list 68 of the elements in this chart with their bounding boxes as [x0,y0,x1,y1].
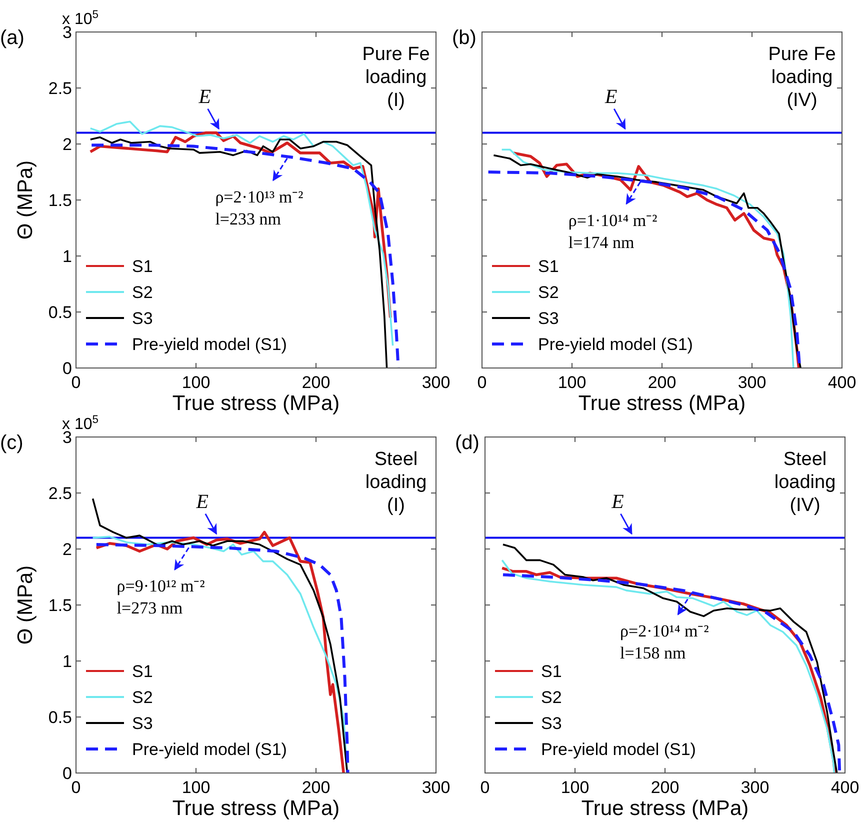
y-tick-label: 3 [62,22,72,42]
legend-label: Pre-yield model (S1) [132,740,287,759]
x-tick-label: 300 [740,778,770,797]
legend-label: S3 [541,714,562,733]
x-tick-label: 400 [828,373,856,392]
legend-label: Pre-yield model (S1) [541,740,696,759]
legend-label: S3 [132,308,153,328]
y-tick-label: 1.5 [48,596,72,615]
x-axis-title: True stress (MPa) [172,797,340,820]
x-tick-label: 100 [182,778,210,797]
x-tick-label: 200 [302,778,330,797]
y-axis-title: Θ (MPa) [14,565,37,645]
text: Pure Fe loading (IV) [768,44,836,111]
legend-label: S1 [541,662,562,681]
x-axis-title: True stress (MPa) [172,392,340,415]
y-tick-label: 0 [62,358,72,378]
y-tick-label: 2 [62,134,72,154]
chart-title: (c) [0,432,24,454]
legend-label: S3 [538,308,559,328]
y-tick-label: 0 [62,764,72,783]
x-tick-label: 100 [182,373,210,392]
x-tick-label: 100 [560,778,590,797]
x-tick-label: 0 [477,373,487,392]
annotation: ρ=9·10¹² m⁻² l=273 nm [116,576,205,618]
text: Pure Fe loading (I) [362,44,430,111]
x-tick-label: 300 [738,373,766,392]
annotation: E [610,490,624,513]
x-tick-label: 0 [480,778,490,797]
chart-title: (b) [452,27,476,49]
legend-label: S2 [541,688,562,707]
y-tick-label: 0.5 [48,302,72,322]
legend-label: Pre-yield model (S1) [132,334,287,354]
y-tick-label: 0.5 [48,708,72,727]
y-tick-label: 1.5 [48,190,72,210]
annotation: ρ=2·10¹³ m⁻² l=233 nm [215,187,304,228]
x-axis-title: True stress (MPa) [578,392,746,415]
legend-label: S1 [538,256,559,276]
chart-title: (d) [455,432,480,454]
x-tick-label: 200 [650,778,680,797]
y-tick-label: 2.5 [48,78,72,98]
legend-label: S1 [132,256,153,276]
y-tick-label: 1 [62,652,72,671]
annotation: E [198,86,211,108]
annotation: ρ=2·10¹⁴ m⁻² l=158 nm [620,621,709,662]
text: Steel loading (IV) [774,449,836,516]
y-axis-title: Θ (MPa) [14,160,37,240]
x-axis-title: True stress (MPa) [581,797,749,820]
y-tick-label: 1 [62,246,72,266]
x-tick-label: 300 [422,373,450,392]
legend-label: Pre-yield model (S1) [538,334,693,354]
y-tick-label: 2.5 [48,484,72,503]
legend-label: S2 [132,282,153,302]
annotation: E [604,86,618,108]
legend-label: S1 [132,662,153,681]
x-tick-label: 200 [648,373,676,392]
annotation: ρ=1·10¹⁴ m⁻² l=174 nm [568,210,658,252]
x-tick-label: 200 [302,373,330,392]
x-tick-label: 400 [830,778,860,797]
chart-title: (a) [0,27,24,49]
text: Steel loading (I) [365,449,427,516]
legend-label: S2 [538,282,559,302]
y-tick-label: 3 [62,428,72,447]
x-tick-label: 100 [558,373,586,392]
legend-label: S2 [132,688,153,707]
y-tick-label: 2 [62,540,72,559]
annotation: E [195,490,209,513]
x-tick-label: 300 [422,778,450,797]
legend-label: S3 [132,714,153,733]
